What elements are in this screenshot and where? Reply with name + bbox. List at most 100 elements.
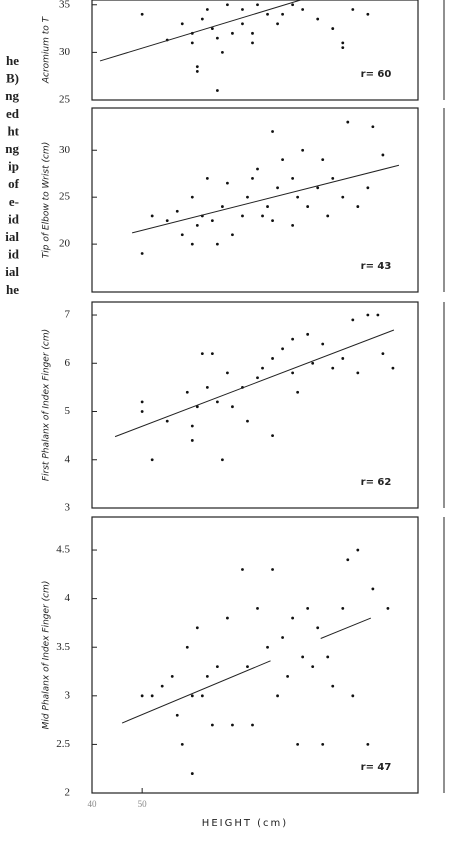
margin-text: ed: [6, 106, 20, 121]
y-tick-label: 35: [59, 0, 71, 10]
margin-text: ip: [8, 159, 19, 174]
point: [341, 41, 345, 45]
point: [256, 3, 259, 7]
point: [276, 22, 279, 26]
point: [195, 626, 199, 630]
trend-line: [132, 164, 400, 234]
point: [346, 120, 350, 124]
y-tick-label: 3.5: [56, 641, 70, 653]
point: [301, 148, 305, 152]
point: [160, 684, 164, 688]
annotation: r= 62: [361, 477, 392, 488]
point: [150, 458, 154, 462]
point: [215, 665, 219, 669]
point: [226, 616, 229, 620]
point: [221, 458, 224, 462]
point: [251, 41, 254, 45]
point: [215, 242, 219, 246]
point: [195, 70, 199, 73]
point: [205, 385, 209, 389]
point: [371, 125, 375, 129]
point: [205, 674, 209, 678]
point: [391, 366, 395, 370]
point: [215, 36, 219, 40]
point: [356, 548, 360, 552]
point: [351, 318, 355, 322]
point: [190, 772, 194, 775]
point: [321, 158, 325, 162]
y-tick-label: 30: [59, 144, 71, 156]
point: [371, 587, 375, 591]
point: [311, 665, 315, 669]
point: [321, 342, 325, 346]
point: [281, 347, 284, 351]
point: [326, 655, 330, 659]
margin-text: he: [6, 282, 19, 297]
point: [261, 214, 264, 218]
point: [190, 694, 194, 698]
point: [346, 558, 350, 562]
point: [271, 357, 274, 360]
point: [331, 366, 335, 370]
point: [180, 743, 184, 746]
point: [376, 313, 380, 317]
point: [366, 313, 370, 317]
point: [226, 181, 229, 185]
y-axis-label: Mid Phalanx of Index Finger (cm): [42, 581, 52, 730]
x-tick-label: 50: [138, 799, 148, 809]
point: [241, 568, 244, 571]
point: [200, 352, 204, 356]
trend-line: [121, 617, 372, 724]
point: [246, 195, 249, 199]
point: [271, 568, 274, 571]
y-tick-label: 4: [65, 592, 71, 604]
point: [381, 153, 385, 157]
point: [266, 205, 269, 208]
point: [306, 606, 310, 610]
point: [311, 361, 315, 365]
y-tick-label: 4: [65, 453, 71, 465]
plot-frame: [91, 516, 419, 794]
point: [140, 252, 144, 255]
trend-line: [114, 329, 395, 438]
plot-frame: [91, 107, 419, 293]
point: [316, 17, 320, 21]
y-tick-label: 20: [59, 238, 71, 250]
margin-text: ng: [5, 88, 19, 103]
x-tick-label: 40: [88, 799, 98, 809]
point: [175, 713, 179, 717]
point: [190, 242, 194, 246]
plot-frame: [91, 301, 419, 509]
point: [241, 22, 244, 26]
point: [210, 219, 214, 223]
point: [381, 352, 385, 356]
point: [366, 186, 370, 190]
point: [271, 434, 274, 438]
point: [231, 31, 234, 35]
point: [226, 3, 229, 7]
y-axis-label: Acromium to T: [42, 15, 52, 84]
y-tick-label: 5: [65, 405, 71, 417]
point: [200, 694, 204, 698]
point: [291, 223, 295, 227]
y-axis-label: Tip of Elbow to Wrist (cm): [42, 142, 52, 258]
margin-text: he: [6, 53, 19, 68]
point: [266, 645, 269, 649]
point: [261, 366, 264, 370]
point: [195, 223, 199, 227]
point: [241, 8, 244, 11]
point: [356, 205, 360, 208]
point: [291, 337, 295, 341]
point: [195, 405, 199, 409]
point: [246, 665, 249, 669]
point: [386, 606, 390, 610]
point: [266, 12, 269, 16]
point: [221, 205, 224, 208]
annotation: r= 47: [361, 762, 392, 773]
point: [251, 723, 254, 727]
margin-text: ial: [5, 264, 19, 279]
point: [205, 177, 209, 180]
point: [231, 723, 234, 727]
point: [150, 694, 154, 698]
point: [366, 743, 370, 746]
